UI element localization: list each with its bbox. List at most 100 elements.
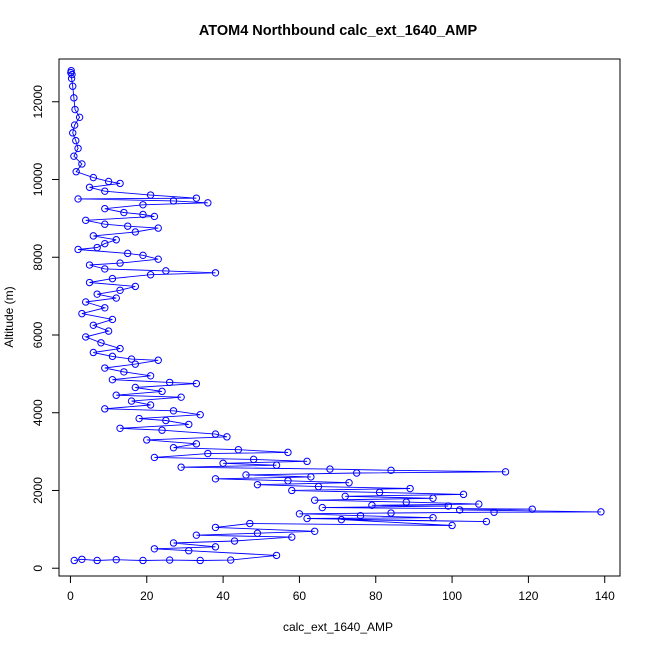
data-point [303, 457, 311, 466]
data-point [70, 94, 78, 102]
data-point [501, 468, 510, 476]
data-point [429, 494, 437, 502]
data-point [89, 173, 98, 182]
y-tick-label: 6000 [31, 321, 45, 348]
data-point [75, 113, 84, 122]
data-point [211, 475, 220, 483]
data-point [242, 471, 250, 479]
data-point [169, 444, 178, 452]
data-point [204, 449, 212, 458]
data-point [69, 129, 77, 137]
data-point [131, 383, 140, 392]
y-tick-label: 12000 [31, 85, 45, 119]
y-axis: 0 2000 4000 6000 8000 10000 12000 [31, 85, 60, 572]
data-point [177, 393, 185, 401]
data-point [127, 355, 136, 363]
x-tick-label: 140 [595, 589, 615, 603]
data-point [528, 505, 536, 513]
data-point [146, 191, 155, 199]
data-point [246, 519, 254, 528]
data-point [112, 555, 120, 564]
data-point [120, 368, 128, 376]
data-point [597, 508, 605, 516]
data-point [143, 436, 151, 444]
data-point [150, 453, 159, 462]
y-tick-label: 4000 [31, 399, 45, 426]
data-point [112, 294, 120, 302]
data-point [177, 463, 185, 471]
data-point [154, 356, 162, 364]
data-point [307, 473, 315, 481]
x-tick-label: 120 [518, 589, 538, 603]
data-point [139, 210, 147, 219]
data-point [368, 501, 376, 509]
data-point [97, 339, 105, 347]
data-point [78, 555, 86, 563]
data-point [230, 537, 239, 545]
data-point [116, 259, 124, 267]
data-point [108, 375, 117, 384]
data-point [158, 387, 166, 396]
data-point [310, 496, 319, 504]
data-point [101, 304, 109, 312]
data-point [272, 461, 281, 469]
data-point [162, 267, 170, 275]
data-point [406, 484, 414, 493]
data-point [169, 539, 178, 547]
data-point [101, 220, 109, 228]
data-point [116, 344, 124, 353]
data-point [116, 424, 124, 432]
plot-area [67, 66, 605, 565]
data-point [211, 543, 220, 551]
data-point [150, 545, 159, 553]
x-tick-label: 100 [442, 589, 462, 603]
data-point [352, 469, 361, 477]
data-point [475, 500, 483, 508]
data-point [303, 514, 311, 523]
data-point [326, 465, 334, 473]
data-point [108, 315, 117, 324]
data-point [82, 333, 90, 341]
data-point [104, 177, 113, 186]
data-point [165, 378, 174, 387]
data-point [456, 506, 464, 514]
data-point [158, 426, 166, 434]
data-point [85, 261, 94, 269]
data-point [196, 556, 204, 565]
chart-title: ATOM4 Northbound calc_ext_1640_AMP [199, 23, 478, 39]
data-point [211, 430, 220, 438]
data-point [74, 245, 82, 254]
data-point [185, 547, 193, 555]
data-point [78, 309, 86, 318]
data-point [253, 529, 262, 537]
series-line [70, 70, 601, 561]
data-point [69, 82, 77, 90]
data-point [169, 407, 178, 415]
data-point [482, 517, 491, 526]
data-point [89, 348, 98, 357]
y-tick-label: 0 [31, 565, 45, 572]
data-point [154, 224, 162, 232]
data-point [139, 556, 147, 565]
x-tick-label: 40 [216, 589, 230, 603]
data-point [211, 523, 220, 532]
data-point [192, 531, 201, 539]
data-point [101, 204, 109, 213]
data-point [116, 179, 124, 188]
data-point [429, 513, 437, 522]
data-point [112, 391, 120, 399]
data-point [116, 286, 124, 294]
data-point [74, 144, 82, 153]
data-point [85, 183, 94, 191]
data-point [146, 271, 155, 279]
data-point [131, 228, 140, 236]
data-point [219, 459, 227, 467]
data-point [71, 105, 79, 114]
data-point [72, 136, 80, 145]
data-point [192, 194, 201, 202]
data-point [108, 352, 117, 361]
data-point [89, 232, 98, 240]
data-point [127, 397, 136, 405]
data-point [165, 556, 174, 564]
data-point [93, 290, 101, 298]
